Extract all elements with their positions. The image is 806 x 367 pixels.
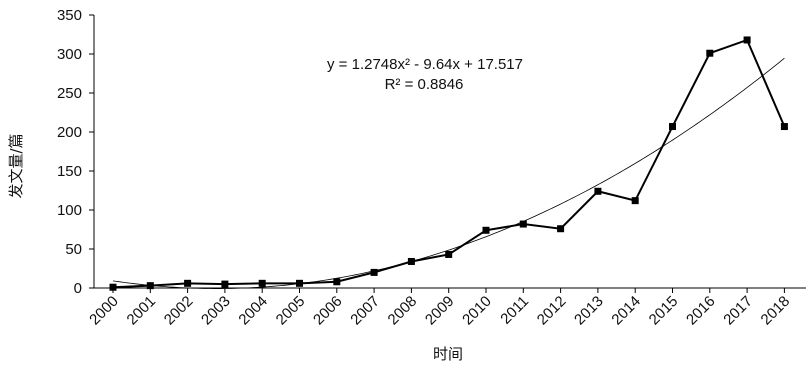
series-points	[109, 36, 788, 291]
y-tick-label: 200	[57, 124, 82, 141]
data-point	[258, 279, 266, 287]
y-tick-label: 0	[74, 280, 82, 297]
x-tick-label: 2003	[198, 293, 234, 329]
x-tick-label: 2017	[720, 293, 756, 329]
data-point	[146, 282, 154, 290]
data-point	[594, 187, 602, 195]
data-point	[407, 257, 415, 265]
x-tick-label: 2009	[422, 293, 458, 329]
x-tick-label: 2002	[161, 293, 197, 329]
data-point	[743, 36, 751, 44]
y-tick-label: 300	[57, 46, 82, 63]
data-point	[482, 226, 490, 234]
x-tick-label: 2010	[459, 293, 495, 329]
x-tick-label: 2007	[347, 293, 383, 329]
x-axis-ticks: 2000 2001 2002 2003 2004 2005 2006 2007 2008 2009…	[86, 288, 793, 328]
x-tick-label: 2012	[534, 293, 570, 329]
data-point	[221, 280, 229, 288]
trend-equation: y = 1.2748x² - 9.64x + 17.517	[327, 56, 523, 73]
data-point	[669, 123, 676, 131]
data-point	[519, 220, 527, 228]
x-tick-label: 2018	[758, 293, 794, 329]
x-tick-label: 2015	[646, 293, 682, 329]
y-axis-label: 发文量/篇	[7, 133, 25, 198]
data-point	[296, 279, 303, 287]
x-tick-label: 2006	[310, 293, 346, 329]
x-tick-label: 2014	[608, 293, 644, 329]
trend-r-squared: R² = 0.8846	[385, 76, 464, 93]
y-tick-label: 100	[57, 202, 82, 219]
data-point	[370, 268, 378, 276]
data-point	[557, 225, 565, 233]
x-tick-label: 2016	[683, 293, 719, 329]
data-point	[333, 278, 341, 286]
data-point	[445, 250, 453, 258]
y-tick-label: 50	[65, 241, 82, 258]
y-axis-ticks: 0 50 100 150 200 250 300 350	[57, 7, 94, 297]
x-tick-label: 2000	[86, 293, 122, 329]
x-axis-label: 时间	[433, 345, 463, 363]
y-tick-label: 250	[57, 85, 82, 102]
trendline	[112, 57, 785, 289]
data-point	[109, 283, 117, 291]
data-point	[706, 49, 714, 57]
axes	[93, 15, 806, 289]
data-point	[780, 123, 788, 131]
x-tick-label: 2011	[497, 293, 532, 328]
data-point	[631, 197, 639, 205]
y-tick-label: 350	[57, 7, 82, 24]
x-tick-label: 2001	[124, 293, 160, 329]
x-tick-label: 2004	[235, 293, 271, 329]
x-tick-label: 2013	[571, 293, 607, 329]
data-point	[184, 279, 192, 287]
x-tick-label: 2008	[385, 293, 421, 329]
y-tick-label: 150	[57, 163, 82, 180]
x-tick-label: 2005	[273, 293, 309, 329]
